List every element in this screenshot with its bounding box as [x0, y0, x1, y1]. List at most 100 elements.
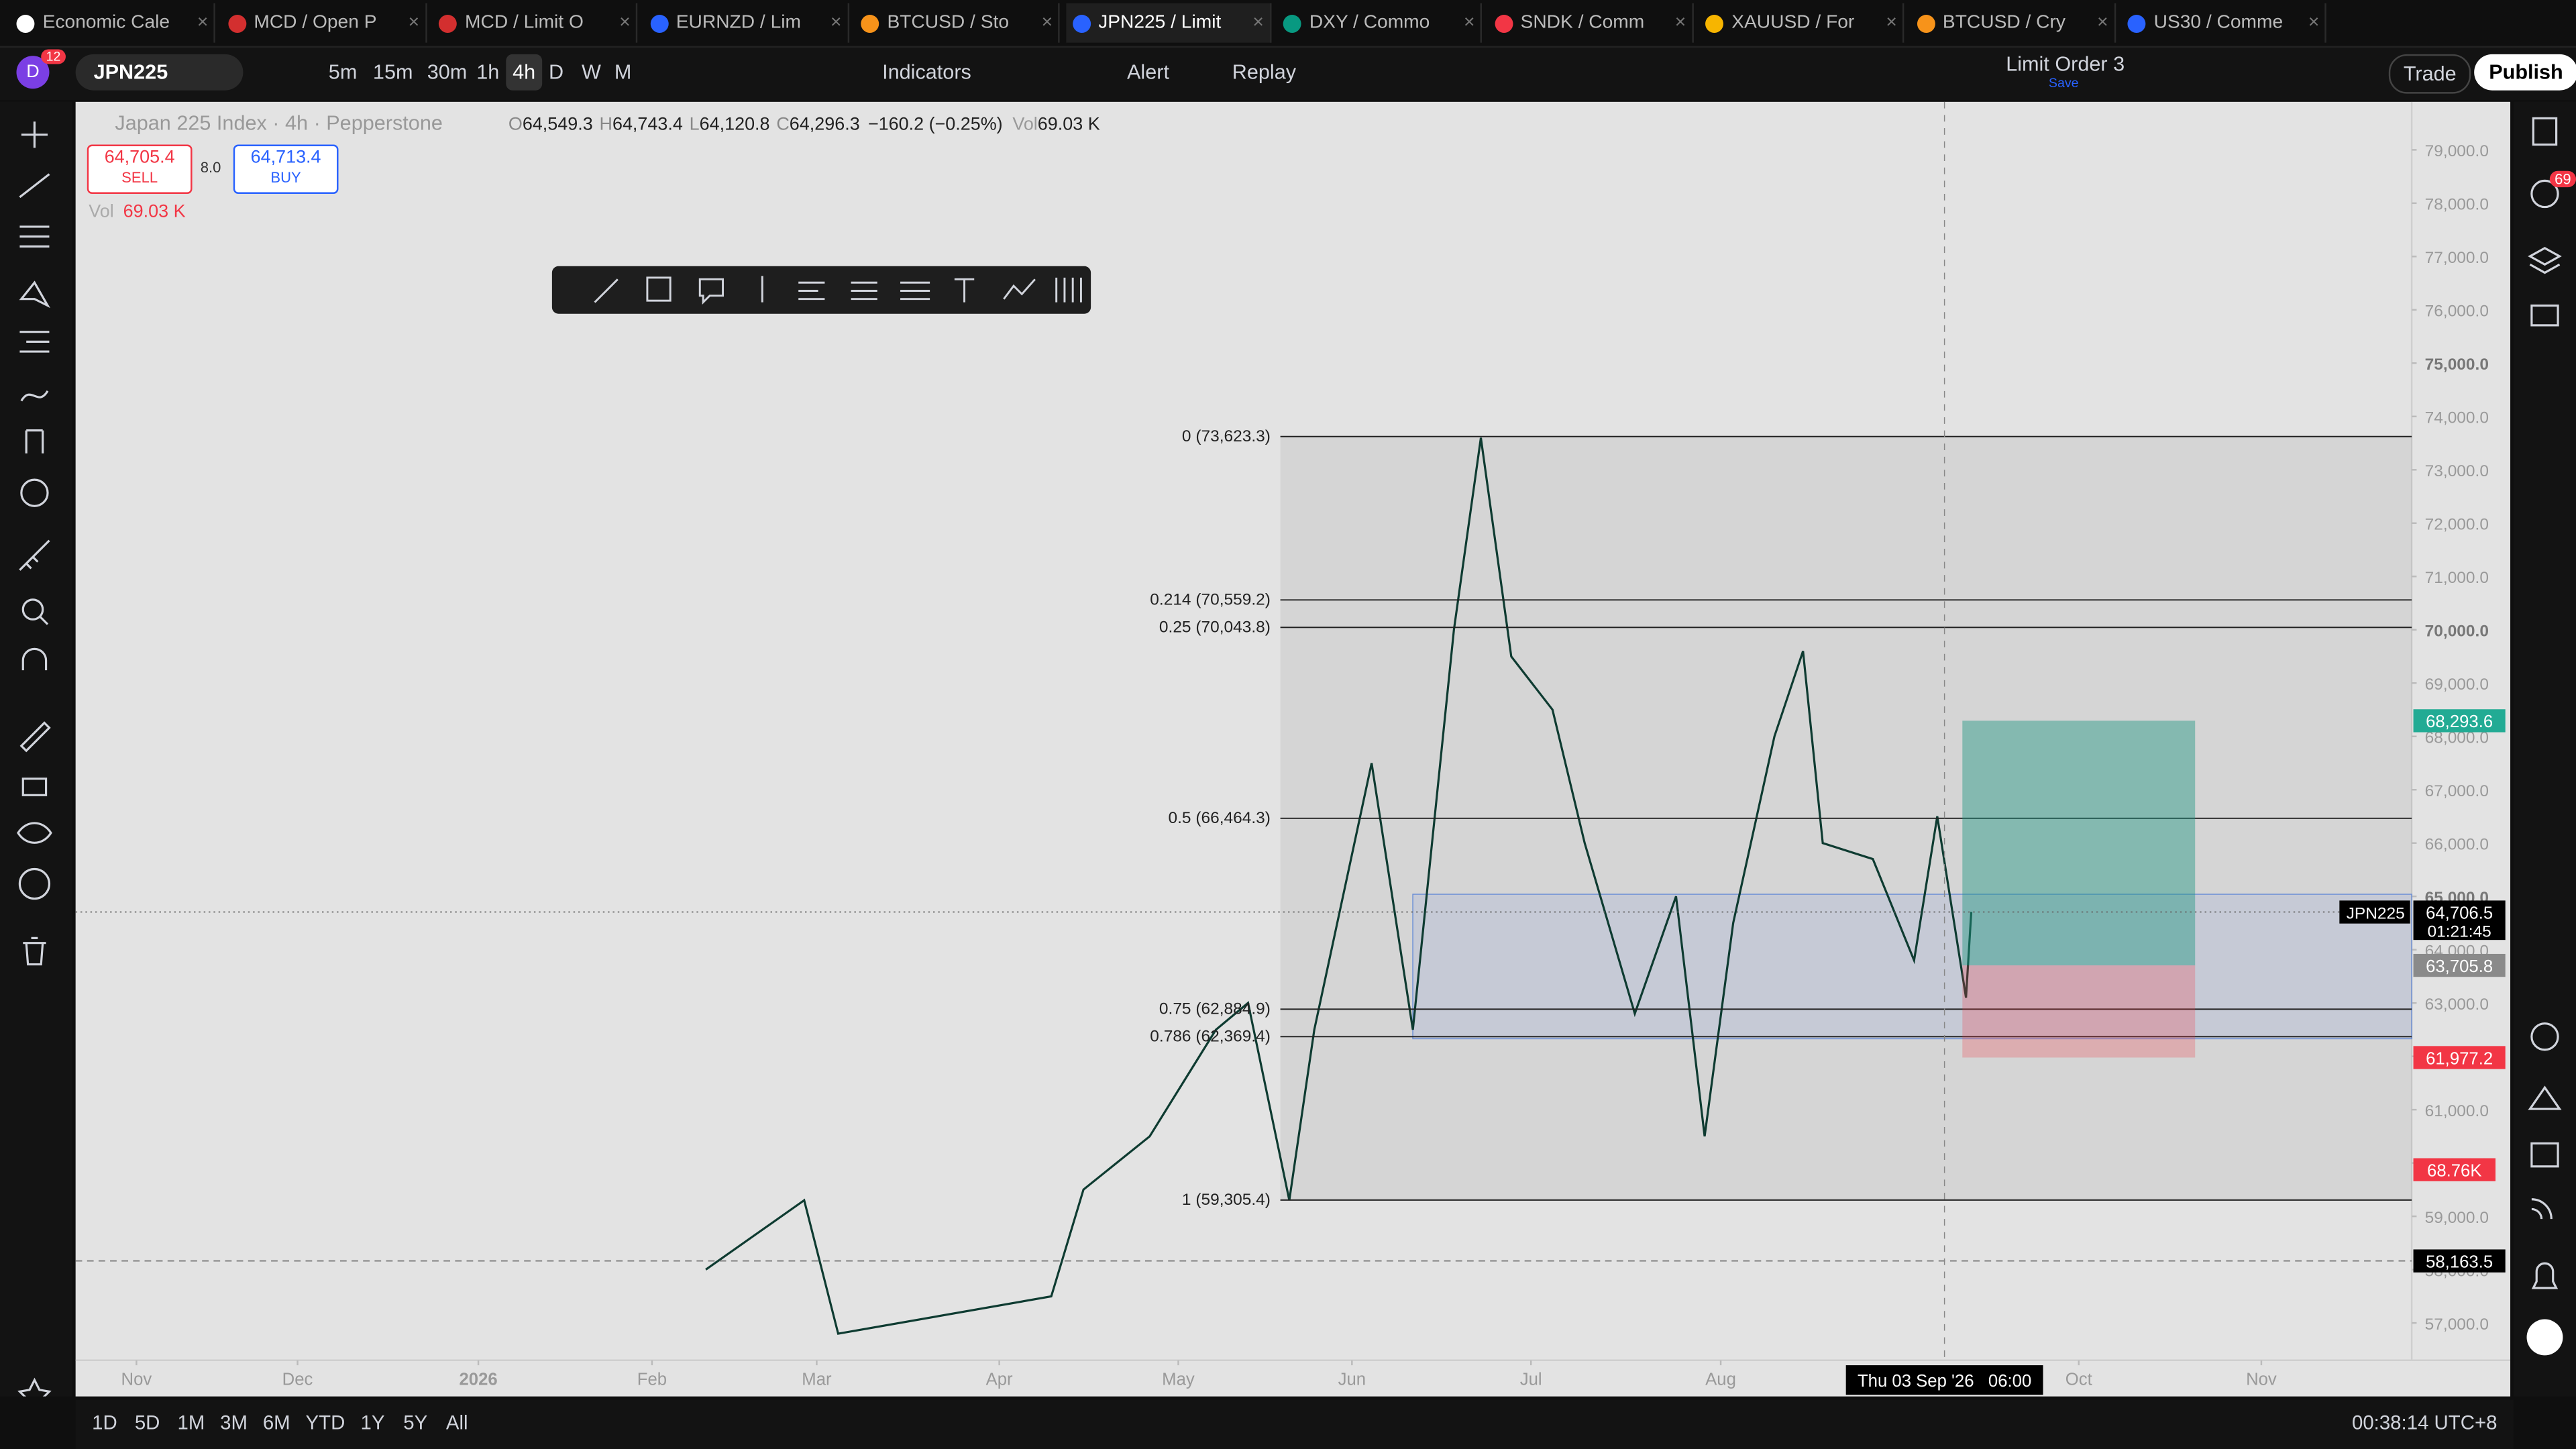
interval-button[interactable]: W — [581, 60, 601, 84]
alert-button[interactable]: Alert — [1127, 60, 1169, 84]
indicators-button[interactable]: Indicators — [882, 60, 971, 84]
tab-close: × — [1464, 13, 1475, 33]
stop-label-bg — [2413, 1046, 2506, 1069]
volume-key: Vol — [89, 202, 114, 222]
x-tick-label: Apr — [986, 1370, 1013, 1389]
range-button[interactable]: 1D — [92, 1411, 117, 1434]
sell-button[interactable]: 64,705.4 SELL — [87, 144, 193, 194]
interval-button[interactable]: 15m — [372, 60, 413, 84]
symbol-badge: JPN225 — [2347, 904, 2405, 922]
tab-close: × — [1674, 13, 1686, 33]
publish-button[interactable]: Publish — [2474, 54, 2576, 91]
interval-button[interactable]: M — [614, 60, 632, 84]
hline-label: 58,163.5 — [2426, 1252, 2493, 1271]
y-tick-label: 75,000.0 — [2425, 356, 2489, 374]
x-tick-label: Oct — [2065, 1370, 2092, 1389]
fib-label: 0.25 (70,043.8) — [1159, 619, 1271, 637]
tab[interactable]: MCD / Limit O × — [432, 3, 638, 43]
entry-label-bg — [2413, 953, 2506, 977]
tab-bar: Economic Cale × MCD / Open P × MCD / Limit O… — [0, 0, 2576, 46]
fib-label: 0.786 (62,369.4) — [1150, 1028, 1271, 1046]
volume-badge: 68.76K — [2427, 1161, 2481, 1180]
stop-loss-zone — [1962, 965, 2196, 1058]
tab-close: × — [1886, 13, 1897, 33]
tab-title: BTCUSD / Cry — [1942, 13, 2065, 33]
interval-button[interactable]: 4h — [506, 54, 542, 91]
range-button[interactable]: 1M — [177, 1411, 205, 1434]
range-button[interactable]: 5Y — [403, 1411, 428, 1434]
interval-button[interactable]: 30m — [427, 60, 468, 84]
range-button[interactable]: 3M — [220, 1411, 248, 1434]
y-tick-label: 61,000.0 — [2425, 1102, 2489, 1120]
clock: 00:38:14 UTC+8 — [2351, 1411, 2498, 1434]
crosshair-label: Thu 03 Sep '26 06:00 — [1858, 1372, 2031, 1391]
tab-icon — [1916, 13, 1935, 32]
symbol-search[interactable]: JPN225 — [75, 54, 244, 91]
interval-button[interactable]: 1h — [476, 60, 500, 84]
buy-button[interactable]: 64,713.4 BUY — [233, 144, 339, 194]
tab[interactable]: SNDK / Comm × — [1488, 3, 1693, 43]
target-label-bg — [2413, 709, 2506, 733]
tab-title: MCD / Open P — [254, 13, 377, 33]
y-tick-label: 63,000.0 — [2425, 996, 2489, 1014]
range-button[interactable]: 1Y — [360, 1411, 385, 1434]
trade-button[interactable]: Trade — [2388, 54, 2471, 94]
tab[interactable]: BTCUSD / Cry × — [1910, 3, 2116, 43]
range-button[interactable]: YTD — [305, 1411, 345, 1434]
tab[interactable]: BTCUSD / Sto × — [854, 3, 1060, 43]
ohlc-value: 64,743.4 — [612, 115, 683, 135]
range-button[interactable]: 6M — [262, 1411, 290, 1434]
take-profit-zone — [1962, 720, 2196, 966]
y-tick-label: 67,000.0 — [2425, 782, 2489, 800]
tab-title: DXY / Commo — [1309, 13, 1430, 33]
tab[interactable]: MCD / Open P × — [221, 3, 427, 43]
tab-close: × — [2097, 13, 2108, 33]
x-tick-label: Aug — [1705, 1370, 1736, 1389]
tab-title: SNDK / Comm — [1520, 13, 1645, 33]
tab-close: × — [408, 13, 420, 33]
y-tick-label: 66,000.0 — [2425, 836, 2489, 854]
y-tick-label: 78,000.0 — [2425, 196, 2489, 214]
tab[interactable]: DXY / Commo × — [1277, 3, 1482, 43]
replay-button[interactable]: Replay — [1232, 60, 1297, 84]
y-tick-label: 73,000.0 — [2425, 462, 2489, 480]
y-tick-label: 76,000.0 — [2425, 303, 2489, 321]
volume-value: 69.03 K — [123, 202, 186, 222]
tab[interactable]: US30 / Comme × — [2121, 3, 2326, 43]
tab-icon — [227, 13, 246, 32]
tab-icon — [1494, 13, 1513, 32]
tab[interactable]: XAUUSD / For × — [1699, 3, 1904, 43]
fib-label: 0.5 (66,464.3) — [1169, 809, 1271, 827]
ohlc-key: O — [508, 115, 523, 135]
last-price-label: 64,706.5 — [2426, 904, 2493, 922]
entry-label: 63,705.8 — [2426, 957, 2493, 976]
fib-label: 0 (73,623.3) — [1182, 427, 1271, 445]
buy-label: BUY — [270, 169, 301, 186]
crosshair-label-bg — [1845, 1365, 2043, 1395]
tab-icon — [16, 13, 35, 32]
tab[interactable]: JPN225 / Limit × — [1065, 3, 1271, 43]
ohlc-key: H — [599, 115, 612, 135]
y-tick-label: 72,000.0 — [2425, 516, 2489, 534]
tab-title: XAUUSD / For — [1731, 13, 1855, 33]
tab[interactable]: Economic Cale × — [10, 3, 215, 43]
tab-icon — [1071, 13, 1090, 32]
tab-close: × — [619, 13, 631, 33]
legend-title: Japan 225 Index · 4h · Pepperstone — [115, 111, 443, 135]
left-toolbar — [0, 101, 72, 1410]
zone — [1412, 894, 2412, 1040]
range-button[interactable]: 5D — [134, 1411, 160, 1434]
ohlc-value: 64,549.3 — [522, 115, 593, 135]
x-tick-label: 2026 — [459, 1370, 497, 1389]
range-button[interactable]: All — [445, 1411, 468, 1434]
tab-icon — [1283, 13, 1301, 32]
tab-icon — [2127, 13, 2146, 32]
symbol-badge-bg — [2339, 900, 2410, 924]
interval-button[interactable]: 5m — [328, 60, 358, 84]
hline-label-bg — [2413, 1249, 2506, 1273]
tab[interactable]: EURNZD / Lim × — [643, 3, 849, 43]
interval-button[interactable]: D — [548, 60, 564, 84]
y-tick-label: 70,000.0 — [2425, 623, 2489, 641]
layout-name[interactable]: Limit Order 3 — [2006, 52, 2125, 76]
right-sidebar: 69 — [2513, 101, 2576, 1397]
